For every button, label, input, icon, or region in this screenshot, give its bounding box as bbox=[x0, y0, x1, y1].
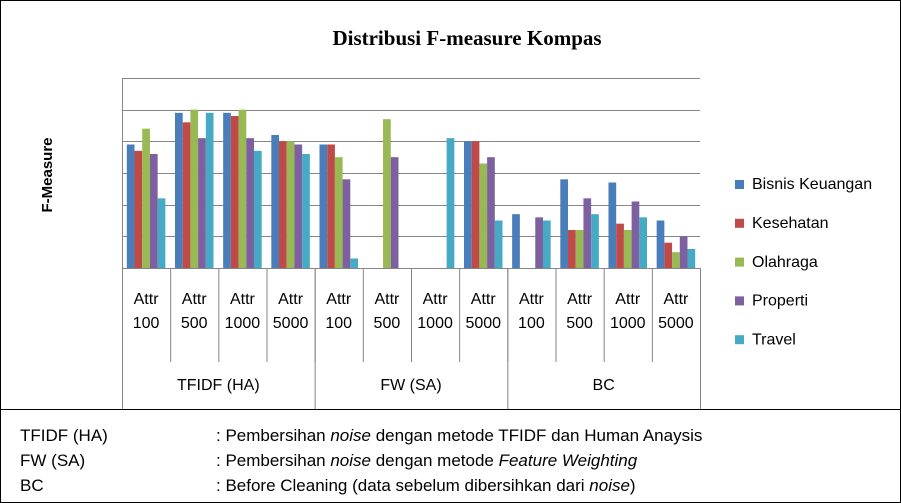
bar bbox=[471, 141, 480, 268]
bar bbox=[182, 122, 191, 268]
note-text: : Pembersihan bbox=[216, 426, 331, 445]
x-tick-label: Attr 500 bbox=[180, 291, 208, 332]
note-term: TFIDF (HA) bbox=[20, 426, 108, 445]
x-tick-label: Attr 500 bbox=[373, 291, 401, 332]
bar bbox=[286, 141, 295, 268]
bar bbox=[383, 119, 391, 269]
bar bbox=[616, 223, 624, 268]
bar bbox=[639, 217, 648, 268]
legend-swatch bbox=[735, 180, 744, 189]
bar bbox=[446, 138, 455, 268]
bar bbox=[157, 198, 166, 268]
note-text: dengan metode TFIDF dan Human Anaysis bbox=[370, 426, 703, 445]
x-tick-label: Attr 1000 bbox=[417, 291, 453, 332]
x-tick-label: Attr 500 bbox=[566, 291, 593, 332]
bar bbox=[608, 182, 617, 268]
bar bbox=[623, 230, 632, 268]
legend-swatch bbox=[735, 218, 744, 228]
bar bbox=[174, 112, 183, 268]
group-label: FW (SA) bbox=[380, 377, 441, 394]
legend-swatch bbox=[735, 335, 744, 345]
bar bbox=[319, 144, 328, 268]
note-desc: : Pembersihan noise dengan metode Featur… bbox=[216, 451, 637, 471]
bar bbox=[342, 179, 351, 268]
note-text: Feature Weighting bbox=[498, 451, 638, 470]
bar bbox=[327, 144, 335, 268]
bar bbox=[631, 201, 640, 268]
bar bbox=[463, 141, 472, 268]
legend-label: Properti bbox=[752, 293, 808, 310]
note-text: dengan metode bbox=[370, 451, 499, 470]
bar bbox=[568, 230, 576, 268]
chart-title: Distribusi F-measure Kompas bbox=[332, 26, 601, 50]
bar bbox=[583, 198, 592, 268]
note-desc: : Before Cleaning (data sebelum dibersih… bbox=[216, 476, 636, 496]
bar bbox=[198, 138, 206, 268]
group-label: TFIDF (HA) bbox=[177, 377, 260, 394]
bar bbox=[679, 236, 688, 268]
legend-label: Olahraga bbox=[752, 254, 818, 271]
bar bbox=[190, 109, 199, 269]
note-text: noise bbox=[589, 476, 630, 495]
bar bbox=[302, 154, 310, 268]
bar bbox=[205, 112, 214, 268]
note-term: BC bbox=[20, 476, 44, 495]
x-tick-label: Attr 100 bbox=[325, 291, 353, 332]
bar bbox=[591, 214, 599, 268]
x-tick-label: Attr 5000 bbox=[465, 291, 502, 332]
bar bbox=[535, 217, 543, 268]
bar bbox=[134, 150, 143, 268]
note-text: ) bbox=[629, 476, 636, 495]
legend-label: Travel bbox=[752, 331, 796, 348]
group-label: BC bbox=[593, 377, 615, 394]
bar bbox=[230, 116, 239, 268]
bar bbox=[246, 138, 254, 268]
x-tick-label: Attr 5000 bbox=[272, 291, 309, 332]
bar bbox=[672, 252, 680, 268]
bar bbox=[294, 144, 303, 268]
bar bbox=[575, 230, 584, 268]
bar bbox=[664, 242, 673, 268]
bar bbox=[271, 135, 280, 268]
bar bbox=[542, 220, 551, 268]
bar bbox=[656, 220, 665, 268]
x-tick-label: Attr 100 bbox=[132, 291, 160, 332]
legend-label: Bisnis Keuangan bbox=[752, 176, 872, 193]
bar bbox=[487, 157, 495, 268]
bar bbox=[142, 128, 150, 268]
x-tick-label: Attr 1000 bbox=[224, 291, 261, 332]
note-text: noise bbox=[330, 451, 371, 470]
y-axis-label: F-Measure bbox=[39, 137, 56, 212]
note-text: : Before Cleaning (data sebelum dibersih… bbox=[216, 476, 590, 495]
bar bbox=[279, 141, 287, 268]
note-text: noise bbox=[330, 426, 371, 445]
x-tick-label: Attr 100 bbox=[518, 291, 545, 332]
note-text: : Pembersihan bbox=[216, 451, 331, 470]
x-tick-label: Attr 5000 bbox=[658, 291, 694, 332]
bar bbox=[687, 249, 696, 268]
note-term: FW (SA) bbox=[20, 451, 86, 470]
legend-swatch bbox=[735, 257, 744, 267]
bar bbox=[223, 112, 231, 268]
bar bbox=[560, 179, 569, 268]
bar bbox=[238, 109, 247, 269]
legend-label: Kesehatan bbox=[752, 215, 829, 232]
bar bbox=[149, 154, 158, 268]
note-desc: : Pembersihan noise dengan metode TFIDF … bbox=[216, 426, 702, 446]
bar bbox=[126, 144, 135, 268]
bar bbox=[512, 214, 520, 268]
bar bbox=[253, 150, 262, 268]
bar bbox=[390, 157, 399, 268]
x-tick-label: Attr 1000 bbox=[609, 291, 646, 332]
bar bbox=[494, 220, 503, 268]
legend-swatch bbox=[735, 296, 744, 306]
bar bbox=[350, 258, 359, 268]
bar bbox=[479, 163, 488, 268]
bar bbox=[334, 157, 343, 268]
